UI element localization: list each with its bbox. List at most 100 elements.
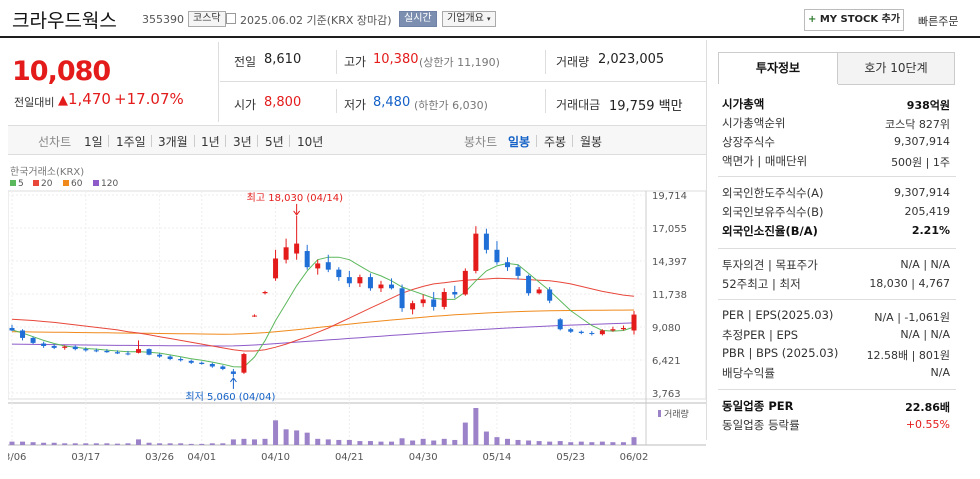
info-label: 외국인한도주식수(A) (722, 186, 824, 200)
volume-bar (389, 441, 395, 445)
annotations: 최고 18,030 (04/14) 최저 5,060 (04/04) (185, 192, 343, 403)
info-value: 938억원 (906, 99, 950, 112)
candle-body (515, 267, 521, 276)
open-value: 8,800 (264, 95, 302, 110)
volume-bar (494, 437, 500, 445)
volume-bar (304, 432, 310, 445)
prev-close-value: 8,610 (264, 52, 302, 67)
my-stock-add-button[interactable]: + MY STOCK 추가 (804, 9, 904, 31)
tab-period-1d[interactable]: 1일 (84, 135, 103, 149)
change-percent: +17.07% (114, 90, 184, 108)
amount-label: 거래대금 (556, 98, 601, 112)
tab-daily[interactable]: 일봉 (508, 135, 531, 149)
candle-body (389, 284, 395, 289)
candle-body (367, 277, 373, 289)
info-label: 배당수익률 (722, 366, 775, 380)
info-value: 22.86배 (905, 401, 950, 414)
chevron-down-icon: ▾ (487, 15, 491, 23)
tab-period-1y[interactable]: 1년 (201, 135, 220, 149)
legend-swatch (63, 180, 69, 186)
volume-bar (273, 420, 279, 445)
low-value: 8,480 (373, 95, 411, 110)
candle-body (431, 299, 437, 307)
volume-bar (431, 440, 437, 445)
volume-bar (20, 441, 26, 445)
tab-invest-info[interactable]: 투자정보 (718, 52, 838, 85)
candle-body (526, 275, 532, 294)
candle-body (30, 337, 36, 343)
stock-code: 355390 (142, 13, 184, 26)
moving-average-lines (11, 256, 635, 368)
legend-swatch (10, 180, 16, 186)
lower-limit: (하한가 6,030) (414, 99, 488, 112)
volume-bar (209, 443, 215, 445)
quick-order-button[interactable]: 빠른주문 (918, 15, 959, 28)
candle-body (125, 353, 131, 355)
candle-body (199, 362, 205, 364)
candle-body (452, 291, 458, 295)
x-tick-label: 04/01 (187, 452, 216, 463)
y-tick-label: 6,421 (652, 356, 681, 367)
ma-legend: 5 20 60 120 (10, 179, 118, 189)
tab-period-1w[interactable]: 1주일 (116, 135, 146, 149)
legend-swatch (93, 180, 99, 186)
realtime-badge[interactable]: 실시간 (399, 11, 437, 27)
legend-label: 20 (41, 179, 53, 189)
candle-body (157, 354, 163, 357)
legend-label: 5 (18, 179, 24, 189)
tab-monthly[interactable]: 월봉 (580, 135, 603, 149)
tab-period-3m[interactable]: 3개월 (158, 135, 188, 149)
low-arrow-head (229, 377, 237, 383)
tab-period-3y[interactable]: 3년 (233, 135, 252, 149)
volume-bar (41, 442, 47, 445)
high-arrow-head (293, 210, 301, 216)
candle-body (294, 243, 300, 254)
tab-orderbook[interactable]: 호가 10단계 (837, 52, 955, 85)
info-value: 9,307,914 (894, 186, 950, 199)
x-tick-label: 04/21 (335, 452, 364, 463)
info-label: 외국인소진율(B/A) (722, 224, 818, 238)
volume-bar (557, 441, 563, 445)
chart-source: 한국거래소(KRX) (10, 166, 84, 178)
info-label: PBR | BPS (2025.03) (722, 346, 839, 360)
volume-bar (9, 441, 15, 445)
candle-body (346, 277, 352, 284)
candle-body (378, 284, 384, 289)
volume-bar (610, 442, 616, 445)
info-value: N/A | N/A (900, 328, 950, 341)
candle-body (462, 270, 468, 295)
volume-bar (167, 443, 173, 445)
candle-body (241, 354, 247, 373)
tab-period-5y[interactable]: 5년 (265, 135, 284, 149)
company-overview-button[interactable]: 기업개요 ▾ (442, 11, 496, 27)
candle-body (568, 329, 574, 332)
volume-label: 거래량 (556, 55, 590, 69)
y-tick-label: 11,738 (652, 290, 687, 301)
volume-bar (136, 439, 142, 445)
tab-weekly[interactable]: 주봉 (544, 135, 567, 149)
info-label: 시가총액 (722, 97, 765, 111)
candle-body (599, 330, 605, 335)
volume-bar (72, 443, 78, 445)
volume-bar (230, 439, 236, 445)
volume-bar (93, 443, 99, 445)
volume-bar (325, 439, 331, 445)
candle-body (72, 346, 78, 350)
line-chart-label: 선차트 (38, 135, 72, 149)
info-label: 외국인보유주식수(B) (722, 205, 824, 219)
candle-body (188, 360, 194, 363)
info-label: 동일업종 등락률 (722, 418, 800, 432)
price-frame (8, 190, 706, 400)
low-annotation: 최저 5,060 (04/04) (185, 391, 275, 403)
candle-body (114, 352, 120, 354)
volume-bar (294, 430, 300, 445)
candle-body (610, 329, 616, 331)
info-label: 시가총액순위 (722, 116, 786, 130)
x-tick-label: 05/23 (556, 452, 585, 463)
candlestick-chart[interactable]: 한국거래소(KRX) 5 20 60 120 최고 18,030 (04/14) 최저 … (8, 160, 706, 470)
tab-period-10y[interactable]: 10년 (297, 135, 324, 149)
y-tick-label: 17,055 (652, 224, 687, 235)
info-value: N/A (930, 366, 950, 379)
candle-body (631, 314, 637, 331)
volume-bar (526, 440, 532, 445)
